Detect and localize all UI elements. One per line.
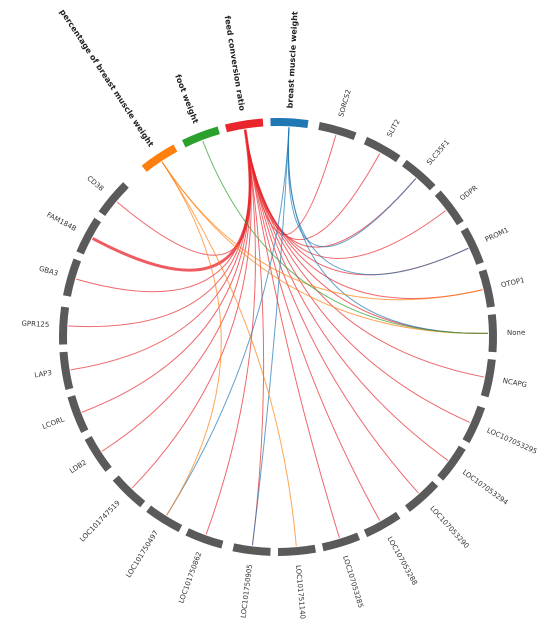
ring-segments [59, 118, 497, 556]
link-feed-conversion-ratio-to-loc107053294 [244, 129, 449, 461]
gene-label-slit2: SLIT2 [386, 118, 402, 139]
gene-segment-loc107053288 [363, 511, 401, 538]
trait-segment-feed-conversion-ratio [225, 118, 264, 133]
gene-segment-ncapg [480, 359, 496, 398]
gene-label-none: None [507, 329, 525, 337]
chord-links [68, 127, 488, 547]
link-feed-conversion-ratio-to-loc107053288 [244, 129, 381, 521]
gene-label-loc107053285: LOC107053285 [341, 555, 364, 609]
link-feed-conversion-ratio-to-loc101750905 [244, 129, 265, 546]
gene-label-cd38: CD38 [85, 174, 105, 192]
gene-label-lap3: LAP3 [34, 369, 53, 380]
gene-segment-loc101750862 [185, 528, 224, 549]
gene-segment-otop1 [478, 269, 495, 308]
gene-segment-lap3 [59, 351, 74, 390]
trait-label-feed-conversion-ratio: feed conversion ratio [223, 15, 247, 112]
gene-label-lcorl: LCORL [41, 415, 65, 431]
gene-segment-gba3 [63, 258, 82, 297]
gene-segment-sorcs2 [318, 122, 357, 141]
link-percentage-of-breast-muscle-weight-to-loc101751140 [161, 161, 297, 547]
gene-label-loc107053290: LOC107053290 [428, 505, 470, 551]
gene-label-loc101750862: LOC101750862 [177, 551, 203, 605]
link-breast-muscle-weight-to-slc35f1 [287, 127, 417, 248]
trait-label-foot-weight: foot weight [173, 73, 200, 125]
link-foot-weight-to-none [202, 140, 488, 334]
gene-segment-slc35f1 [401, 159, 436, 191]
gene-segment-loc107053290 [404, 480, 439, 512]
link-feed-conversion-ratio-to-loc101747519 [131, 129, 252, 489]
gene-segment-loc101750905 [232, 543, 271, 556]
link-feed-conversion-ratio-to-ncapg [244, 129, 485, 378]
link-feed-conversion-ratio-to-lap3 [70, 129, 251, 371]
link-breast-muscle-weight-to-loc101750497 [166, 127, 290, 516]
link-breast-muscle-weight-to-none [287, 127, 488, 334]
gene-segment-fam184b [76, 217, 102, 255]
gene-label-loc107053295: LOC107053295 [486, 426, 539, 455]
gene-label-loc101750497: LOC101750497 [125, 529, 160, 579]
gene-label-loc107053294: LOC107053294 [461, 468, 510, 507]
trait-segment-foot-weight [181, 126, 220, 148]
trait-segment-breast-muscle-weight [270, 118, 309, 129]
link-feed-conversion-ratio-to-loc107053290 [244, 129, 419, 494]
gene-segment-loc107053294 [437, 445, 466, 481]
gene-label-fam184b: FAM184B [45, 211, 78, 233]
link-feed-conversion-ratio-to-slit2 [244, 129, 381, 241]
gene-segment-lcorl [67, 395, 89, 434]
link-feed-conversion-ratio-to-loc101750862 [205, 129, 256, 535]
gene-segment-slit2 [363, 136, 401, 163]
gene-segment-loc101747519 [112, 475, 146, 508]
link-feed-conversion-ratio-to-loc107053295 [244, 129, 471, 423]
gene-segment-none [487, 314, 497, 353]
gene-label-loc101751140: LOC101751140 [294, 565, 307, 620]
gene-label-odpr: ODPR [458, 184, 479, 202]
link-percentage-of-breast-muscle-weight-to-otop1 [161, 161, 483, 301]
gene-segment-ldb2 [84, 436, 112, 472]
gene-label-prom1: PROM1 [484, 226, 510, 244]
gene-label-loc101750905: LOC101750905 [240, 564, 255, 619]
link-feed-conversion-ratio-to-loc107053285 [244, 129, 340, 538]
link-feed-conversion-ratio-to-fam184b [91, 129, 252, 272]
gene-segment-loc101751140 [277, 544, 317, 556]
gene-label-otop1: OTOP1 [500, 276, 525, 289]
gene-label-loc107053288: LOC107053288 [386, 535, 419, 586]
gene-label-slc35f1: SLC35F1 [425, 138, 451, 166]
gene-label-sorcs2: SORCS2 [337, 89, 352, 118]
gene-label-gba3: GBA3 [38, 265, 59, 278]
gene-label-loc101747519: LOC101747519 [78, 499, 121, 544]
link-feed-conversion-ratio-to-lcorl [81, 129, 251, 413]
gene-segment-loc107053285 [321, 532, 361, 552]
gene-label-gpr125: GPR125 [21, 320, 49, 329]
trait-label-breast-muscle-weight: breast muscle weight [285, 11, 299, 109]
gene-segment-prom1 [460, 227, 484, 265]
link-feed-conversion-ratio-to-cd38 [116, 129, 252, 256]
trait-segment-percentage-of-breast-muscle-weight [141, 144, 178, 172]
link-percentage-of-breast-muscle-weight-to-none [161, 161, 488, 334]
gene-segment-odpr [434, 190, 464, 226]
link-percentage-of-breast-muscle-weight-to-loc101750497 [161, 161, 222, 516]
gene-segment-cd38 [98, 182, 129, 217]
gene-segment-gpr125 [59, 306, 70, 345]
gene-label-ncapg: NCAPG [502, 377, 528, 390]
gene-segment-loc107053295 [462, 405, 486, 444]
gene-segment-loc101750497 [146, 505, 183, 533]
trait-label-percentage-of-breast-muscle-weight: percentage of breast muscle weight [58, 8, 156, 149]
link-breast-muscle-weight-to-loc101750905 [251, 127, 290, 546]
gene-label-ldb2: LDB2 [68, 458, 88, 475]
